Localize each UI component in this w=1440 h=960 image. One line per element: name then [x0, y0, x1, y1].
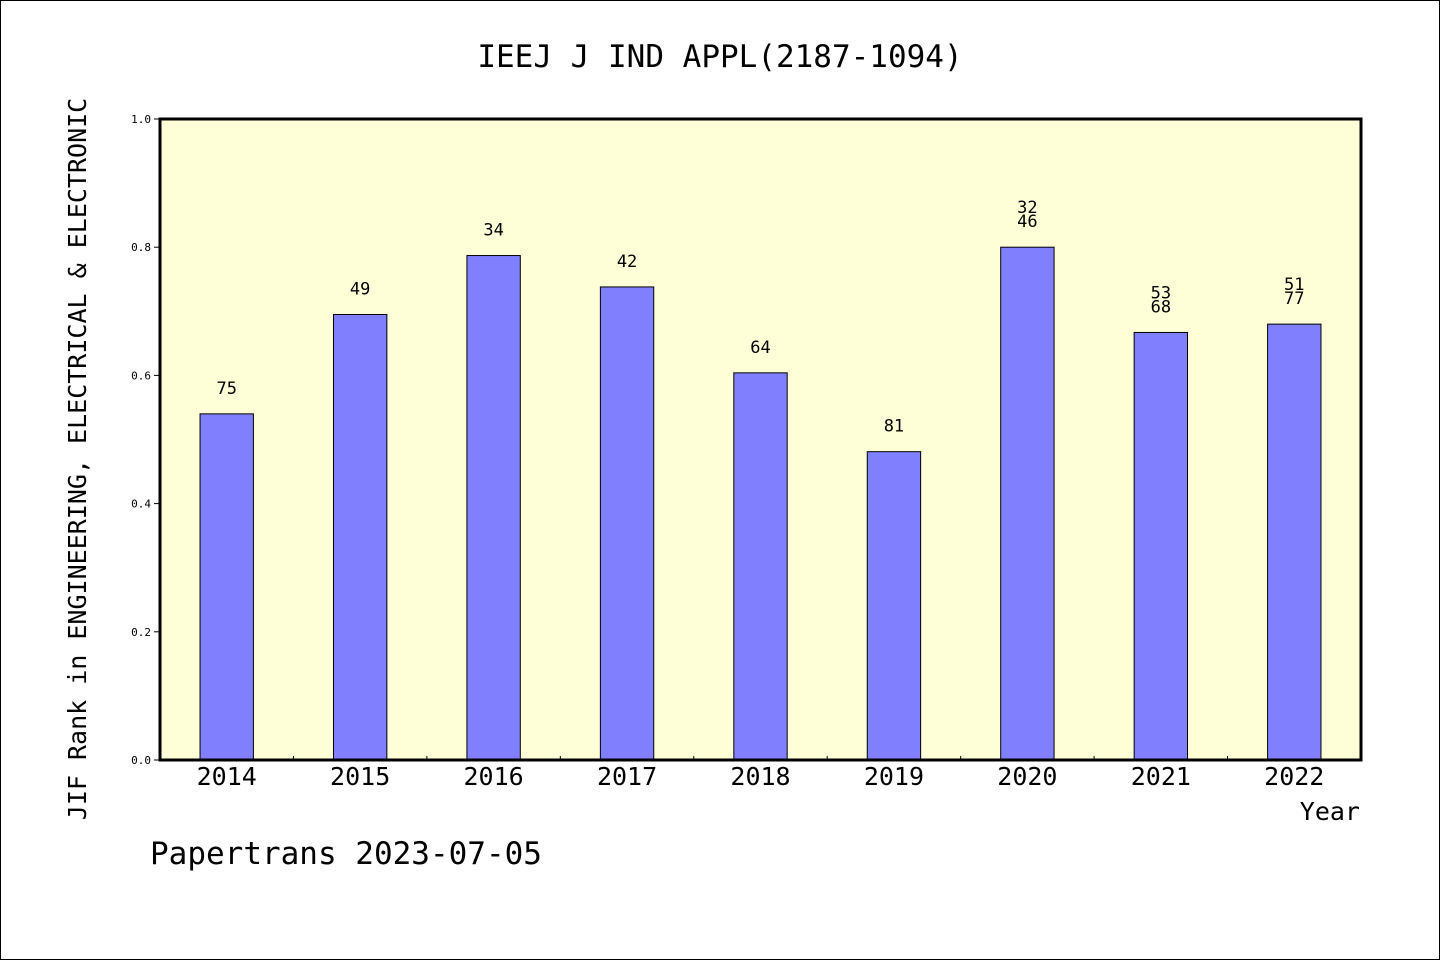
x-tick-label: 2018 — [730, 762, 790, 791]
y-axis-ticks: 0.0 0.2 0.4 0.6 0.8 1.0 — [131, 113, 160, 767]
x-tick-label: 2019 — [864, 762, 924, 791]
y-tick-label: 1.0 — [131, 113, 151, 126]
y-tick-label: 0.2 — [131, 626, 151, 639]
y-axis-label: JIF Rank in ENGINEERING, ELECTRICAL & EL… — [63, 98, 92, 820]
x-tick-label: 2014 — [197, 762, 257, 791]
bar-2017 — [599, 286, 655, 761]
bar-2021 — [1133, 331, 1189, 761]
x-tick-label: 2021 — [1131, 762, 1191, 791]
bar-2022 — [1267, 323, 1322, 761]
bar-2016 — [466, 255, 521, 761]
data-label: 42 — [617, 252, 637, 272]
data-label: 64 — [750, 338, 770, 358]
data-label: 51 — [1284, 275, 1304, 295]
bar-2019 — [866, 451, 922, 761]
data-label: 53 — [1151, 283, 1171, 303]
y-tick-label: 0.8 — [131, 241, 151, 254]
chart-title: IEEJ J IND APPL(2187-1094) — [477, 39, 962, 75]
bar-2014 — [199, 413, 254, 761]
data-label: 46 — [1017, 212, 1037, 232]
data-label: 68 — [1151, 297, 1171, 317]
data-label: 32 — [1017, 198, 1037, 218]
x-tick-label: 2017 — [597, 762, 657, 791]
data-label: 34 — [483, 221, 503, 241]
x-tick-label: 2022 — [1264, 762, 1324, 791]
bar-2020 — [1000, 246, 1055, 761]
plot-border — [158, 117, 1363, 762]
x-tick-label: 2020 — [997, 762, 1057, 791]
data-label: 77 — [1284, 289, 1304, 309]
x-axis-label: Year — [1300, 797, 1360, 826]
data-label: 49 — [350, 280, 370, 300]
bar-2018 — [733, 372, 788, 761]
x-axis-ticks: 2014 2015 2016 2017 2018 2019 2020 2021 2022 — [197, 756, 1324, 791]
y-tick-label: 0.4 — [131, 498, 151, 511]
data-label: 75 — [216, 379, 236, 399]
x-tick-label: 2015 — [330, 762, 390, 791]
data-label: 81 — [884, 417, 904, 437]
footer-credit: Papertrans 2023-07-05 — [150, 836, 542, 872]
bars-group — [199, 246, 1322, 761]
x-tick-label: 2016 — [464, 762, 524, 791]
bar-2015 — [332, 314, 388, 761]
y-tick-label: 0.6 — [131, 369, 151, 382]
y-tick-label: 0.0 — [131, 754, 151, 767]
